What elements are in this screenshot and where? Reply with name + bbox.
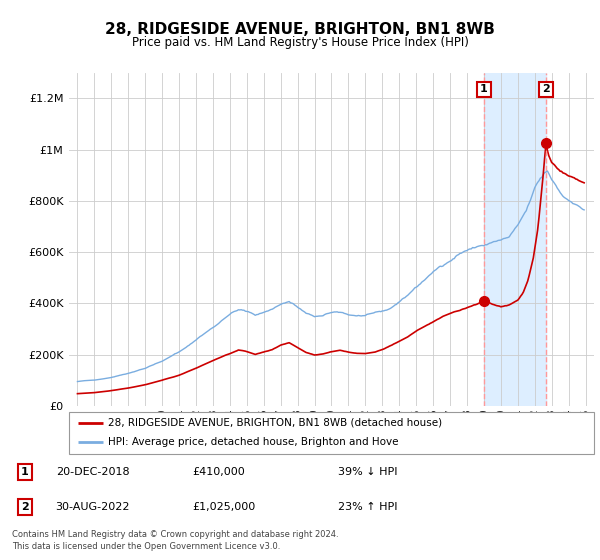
Text: 2: 2 [542, 85, 550, 95]
Text: This data is licensed under the Open Government Licence v3.0.: This data is licensed under the Open Gov… [12, 542, 280, 550]
Text: 1: 1 [480, 85, 488, 95]
Text: 28, RIDGESIDE AVENUE, BRIGHTON, BN1 8WB: 28, RIDGESIDE AVENUE, BRIGHTON, BN1 8WB [105, 22, 495, 38]
Text: 28, RIDGESIDE AVENUE, BRIGHTON, BN1 8WB (detached house): 28, RIDGESIDE AVENUE, BRIGHTON, BN1 8WB … [109, 418, 443, 428]
Text: £410,000: £410,000 [193, 467, 245, 477]
Text: 20-DEC-2018: 20-DEC-2018 [56, 467, 129, 477]
Text: 23% ↑ HPI: 23% ↑ HPI [338, 502, 397, 512]
Bar [484, 73, 546, 406]
Text: Contains HM Land Registry data © Crown copyright and database right 2024.: Contains HM Land Registry data © Crown c… [12, 530, 338, 539]
Text: Price paid vs. HM Land Registry's House Price Index (HPI): Price paid vs. HM Land Registry's House … [131, 36, 469, 49]
Text: 1: 1 [21, 467, 29, 477]
Text: 2: 2 [21, 502, 29, 512]
Text: 39% ↓ HPI: 39% ↓ HPI [338, 467, 397, 477]
Text: HPI: Average price, detached house, Brighton and Hove: HPI: Average price, detached house, Brig… [109, 437, 399, 447]
Text: £1,025,000: £1,025,000 [193, 502, 256, 512]
Text: 30-AUG-2022: 30-AUG-2022 [56, 502, 130, 512]
